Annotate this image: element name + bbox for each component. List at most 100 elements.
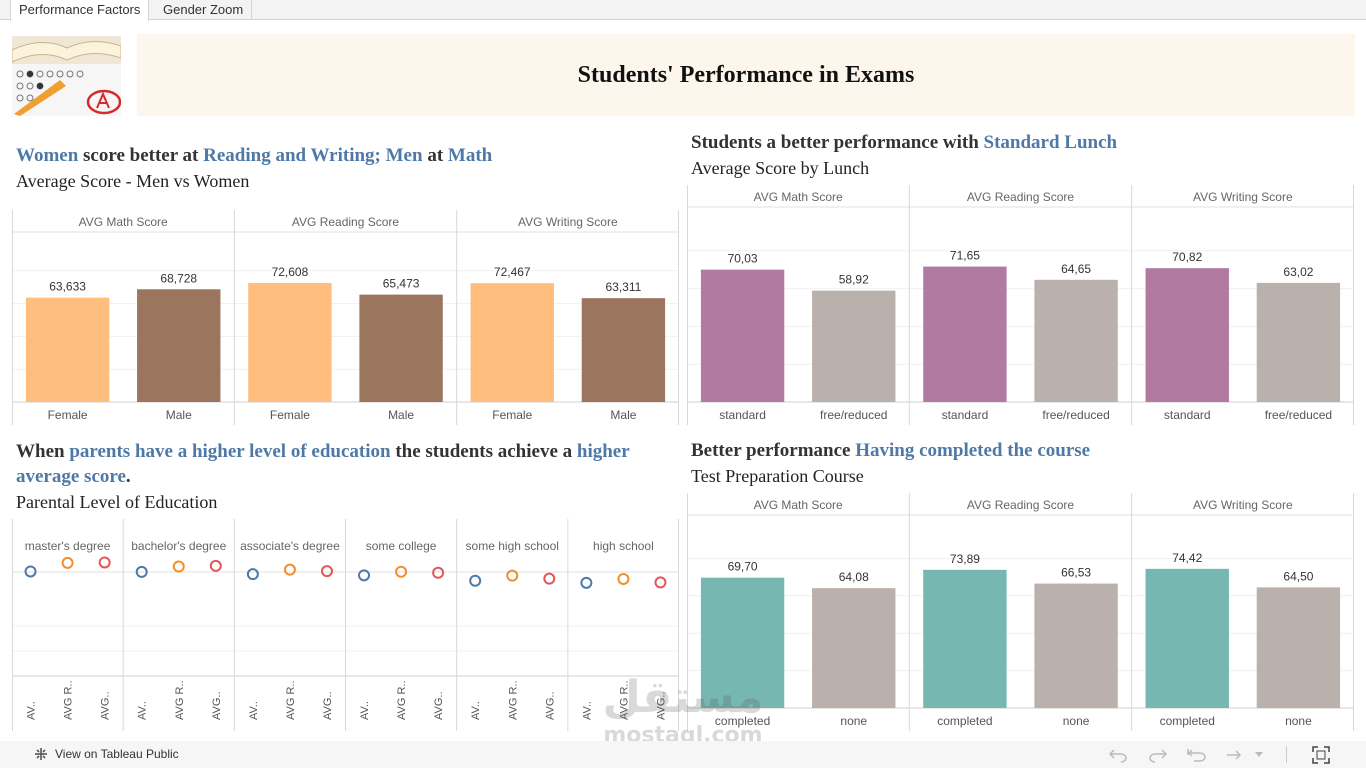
panel-header: AVG Reading Score	[967, 190, 1074, 204]
tab-performance-factors[interactable]: Performance Factors	[10, 0, 150, 21]
bar-value-label: 63,02	[1283, 265, 1313, 279]
x-tick-label: none	[1063, 714, 1090, 728]
bar	[700, 577, 785, 708]
gender-section-title: Women score better at Reading and Writin…	[16, 143, 676, 168]
x-tick-label: Male	[166, 408, 192, 422]
score-dot	[61, 556, 74, 569]
bar-value-label: 70,82	[1172, 250, 1202, 264]
bar	[1145, 568, 1229, 708]
title-segment: Having completed the course	[855, 440, 1091, 461]
title-segment: Students a better performance with	[691, 132, 984, 153]
title-segment: at	[422, 145, 448, 166]
bar-value-label: 64,65	[1061, 262, 1091, 276]
x-tick-label: standard	[942, 408, 989, 422]
parents-section-subtitle: Parental Level of Education	[16, 492, 218, 512]
bar-value-label: 66,53	[1061, 566, 1091, 580]
title-segment: score better at	[78, 145, 204, 166]
tab-gender-zoom[interactable]: Gender Zoom	[155, 0, 253, 20]
bar-value-label: 64,08	[839, 570, 869, 584]
watermark-arabic: مستقل	[602, 672, 764, 723]
prep-bar-chart: AVG Math Score 69,70 completed 64,08 none AVG…	[687, 493, 1354, 731]
x-tick-label: standard	[1164, 408, 1211, 422]
title-segment: Reading and Writing; Men	[203, 145, 423, 166]
score-dot	[135, 565, 148, 578]
bar-value-label: 58,92	[839, 273, 869, 287]
x-tick-label: AVG R..	[63, 680, 75, 720]
view-on-tableau-public-link[interactable]: View on Tableau Public	[55, 747, 179, 761]
bar-value-label: 70,03	[728, 252, 758, 266]
score-dot	[209, 559, 222, 572]
redo-icon[interactable]	[1148, 747, 1168, 763]
bar-value-label: 74,42	[1172, 551, 1202, 565]
revert-icon[interactable]	[1186, 747, 1208, 763]
toolbar-divider	[1286, 746, 1287, 763]
bar	[248, 282, 332, 402]
parents-dot-chart: master's degree AV.. AVG R.. AVG.. bachelor'…	[12, 519, 679, 731]
x-tick-label: Male	[388, 408, 414, 422]
bar	[25, 297, 110, 402]
bar-value-label: 73,89	[950, 552, 980, 566]
bar	[470, 283, 554, 402]
bar-value-label: 64,50	[1283, 569, 1313, 583]
undo-icon[interactable]	[1108, 747, 1128, 763]
x-tick-label: completed	[1160, 714, 1215, 728]
panel-header: some high school	[466, 539, 559, 553]
panel-header: AVG Math Score	[754, 498, 843, 512]
x-tick-label: AVG R..	[285, 680, 297, 720]
bar-value-label: 71,65	[950, 249, 980, 263]
tab-bar: Performance Factors Gender Zoom	[0, 0, 1366, 21]
bar	[923, 266, 1007, 402]
title-segment: higher average score	[16, 441, 630, 487]
bar	[359, 294, 443, 402]
x-tick-label: Female	[270, 408, 310, 422]
lunch-section-subtitle: Average Score by Lunch	[691, 158, 870, 178]
panel-header: AVG Writing Score	[1193, 498, 1293, 512]
bar-value-label: 72,467	[494, 265, 531, 279]
bar	[1034, 583, 1118, 708]
bar	[1034, 279, 1118, 402]
x-tick-label: free/reduced	[1265, 408, 1332, 422]
x-tick-label: none	[840, 714, 867, 728]
bar	[1256, 587, 1341, 708]
gender-bar-chart: AVG Math Score 63,633 Female 68,728 Male AVG …	[12, 210, 679, 425]
x-tick-label: free/reduced	[820, 408, 887, 422]
bar-value-label: 65,473	[383, 277, 420, 291]
title-segment: the students achieve a	[390, 441, 577, 462]
x-tick-label: AVG R..	[174, 680, 186, 720]
bar	[812, 290, 896, 402]
title-segment: .	[125, 466, 131, 487]
x-tick-label: AVG..	[211, 691, 223, 720]
prep-section-title: Better performance Having completed the …	[691, 438, 1351, 463]
x-tick-label: free/reduced	[1042, 408, 1109, 422]
refresh-icon[interactable]	[1224, 747, 1246, 763]
score-dot	[580, 576, 593, 589]
prep-section-subtitle: Test Preparation Course	[691, 466, 864, 486]
score-dot	[469, 574, 482, 587]
bar	[581, 298, 666, 402]
x-tick-label: AVG R..	[507, 680, 519, 720]
panel-header: AVG Math Score	[79, 215, 168, 229]
score-dot	[98, 556, 111, 569]
score-dot	[283, 563, 296, 576]
parents-section-title: When parents have a higher level of educ…	[16, 439, 666, 489]
x-tick-label: none	[1285, 714, 1312, 728]
score-dot	[172, 560, 185, 573]
tableau-toolbar: View on Tableau Public	[0, 741, 1366, 768]
fullscreen-icon[interactable]	[1312, 746, 1330, 764]
x-tick-label: Female	[48, 408, 88, 422]
x-tick-label: completed	[715, 714, 770, 728]
bar-value-label: 63,633	[49, 280, 86, 294]
dashboard-title: Students' Performance in Exams	[577, 62, 915, 88]
panel-header: AVG Writing Score	[518, 215, 618, 229]
bar	[700, 269, 785, 402]
score-dot	[395, 565, 408, 578]
score-dot	[617, 572, 630, 585]
score-dot	[246, 568, 259, 581]
bar	[923, 569, 1007, 708]
score-dot	[432, 566, 445, 579]
panel-header: AVG Reading Score	[292, 215, 399, 229]
score-dot	[358, 569, 371, 582]
x-tick-label: AVG..	[433, 691, 445, 720]
chevron-down-icon[interactable]	[1254, 751, 1264, 759]
x-tick-label: AV..	[137, 701, 149, 720]
